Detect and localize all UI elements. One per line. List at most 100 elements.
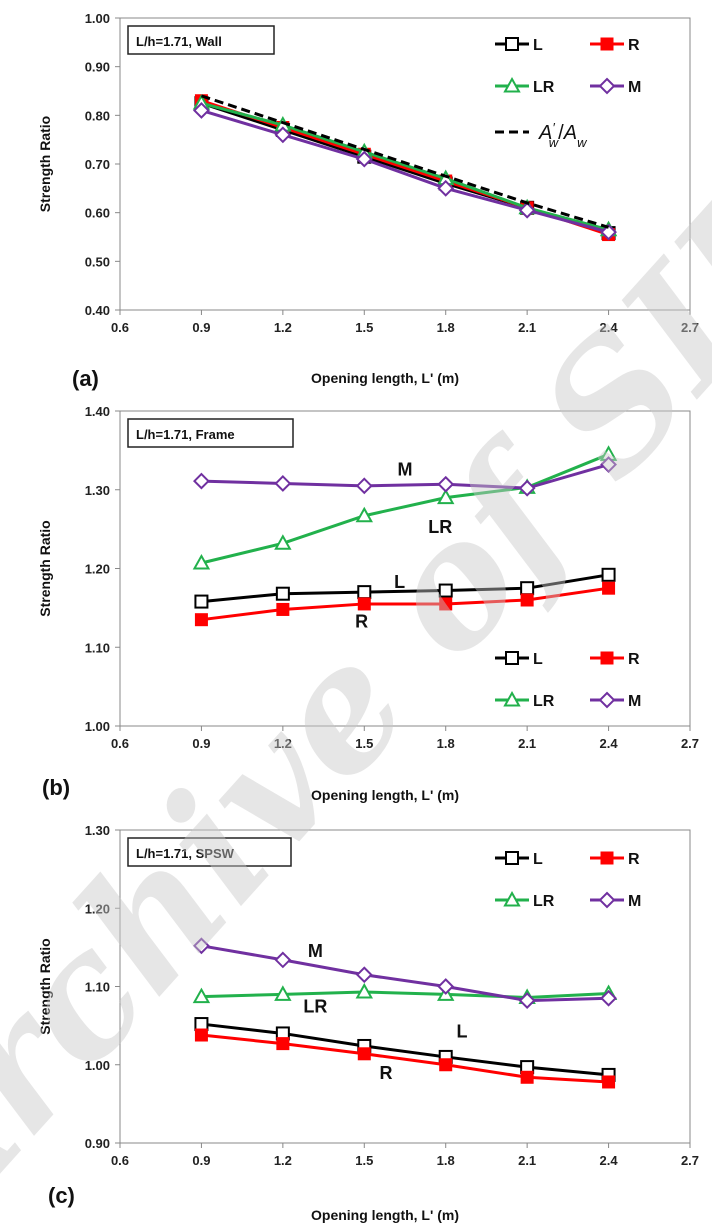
- x-tick-label: 0.9: [192, 736, 210, 751]
- data-point-m: [518, 992, 536, 1009]
- legend-marker-r: [600, 37, 614, 51]
- condition-box: [127, 25, 275, 55]
- data-point-m: [355, 966, 373, 984]
- y-tick-label: 1.20: [85, 901, 110, 916]
- x-axis-label: Opening length, L' (m): [311, 370, 459, 386]
- x-tick-label: 0.9: [192, 320, 210, 335]
- x-tick-label: 1.5: [355, 1153, 373, 1168]
- data-point-m: [518, 479, 536, 497]
- legend-label-area-ratio: A′ w/Aw: [538, 120, 588, 150]
- series-annotation: LR: [428, 517, 452, 537]
- series-annotation: L: [457, 1021, 468, 1041]
- x-tick-label: 2.7: [681, 320, 699, 335]
- x-tick-label: 1.8: [437, 736, 455, 751]
- data-point-r: [357, 1047, 371, 1061]
- data-point-m: [355, 150, 373, 168]
- legend-label-r: R: [628, 651, 640, 668]
- y-tick-label: 1.20: [85, 562, 110, 577]
- data-point-r: [276, 602, 290, 616]
- legend-label-m: M: [628, 693, 641, 710]
- data-point-m: [355, 477, 373, 495]
- legend-label-l: L: [533, 651, 543, 668]
- condition-label: L/h=1.71, SPSW: [136, 846, 235, 861]
- x-tick-label: 2.1: [518, 1153, 536, 1168]
- legend-marker-lr: [503, 690, 521, 707]
- data-point-r: [276, 1037, 290, 1051]
- y-axis-label: Strength Ratio: [37, 938, 53, 1034]
- series-line-lr: [201, 452, 610, 565]
- x-tick-label: 2.7: [681, 1153, 699, 1168]
- data-point-r: [439, 1058, 453, 1072]
- series-line-m: [201, 944, 609, 1003]
- data-point-r: [520, 1070, 534, 1084]
- y-tick-label: 1.00: [85, 719, 110, 734]
- series-line-m: [201, 463, 609, 490]
- data-point-l: [438, 583, 453, 598]
- y-tick-label: 1.30: [85, 483, 110, 498]
- legend-label-m: M: [628, 893, 641, 910]
- panel-letter: (a): [72, 366, 99, 391]
- series-line-r: [201, 586, 609, 622]
- data-point-l: [275, 586, 290, 601]
- y-tick-label: 1.30: [85, 823, 110, 838]
- data-point-m: [518, 201, 536, 219]
- y-tick-label: 0.90: [85, 1136, 110, 1151]
- series-annotation: R: [355, 612, 368, 632]
- x-axis-label: Opening length, L' (m): [311, 1207, 459, 1223]
- condition-box: [127, 837, 292, 867]
- data-point-l: [601, 567, 616, 582]
- legend-label-lr: LR: [533, 693, 555, 710]
- data-point-r: [602, 1075, 616, 1089]
- data-point-lr: [192, 987, 211, 1004]
- legend-label-lr: LR: [533, 79, 555, 96]
- data-point-lr: [355, 982, 373, 999]
- watermark: Archive of SID: [0, 124, 712, 1231]
- data-point-m: [437, 475, 455, 493]
- y-tick-label: 0.50: [85, 254, 110, 269]
- legend-label-m: M: [628, 79, 641, 96]
- legend-label-l: L: [533, 851, 543, 868]
- x-tick-label: 2.1: [518, 320, 536, 335]
- x-tick-label: 2.4: [600, 1153, 619, 1168]
- data-point-lr: [437, 488, 455, 505]
- panels: 0.6 0.9 1.2 1.5 1.8 2.1 2.4 2.7 0.40 0.50 0.60 0.70…: [37, 11, 699, 1223]
- x-tick-label: 1.8: [437, 320, 455, 335]
- data-point-r: [357, 597, 371, 611]
- data-point-m: [193, 472, 210, 490]
- data-point-lr: [192, 553, 211, 570]
- legend-marker-l: [505, 651, 519, 665]
- x-tick-label: 0.9: [192, 1153, 210, 1168]
- panel-letter: (b): [42, 775, 70, 800]
- legend-marker-r: [600, 851, 614, 865]
- legend-label-r: R: [628, 37, 640, 54]
- chart-panel-2: 0.6 0.9 1.2 1.5 1.8 2.1 2.4 2.7 1.00 1.10 1.20 1.30…: [37, 404, 699, 803]
- y-tick-label: 0.70: [85, 157, 110, 172]
- data-point-r: [520, 593, 534, 607]
- x-tick-label: 1.5: [355, 736, 373, 751]
- series-annotation: M: [398, 460, 413, 480]
- x-tick-label: 1.2: [274, 1153, 292, 1168]
- y-tick-label: 0.80: [85, 108, 110, 123]
- legend-marker-m: [598, 891, 616, 909]
- x-tick-label: 2.7: [681, 736, 699, 751]
- legend-marker-l: [505, 37, 519, 51]
- data-point-r: [194, 1028, 208, 1042]
- data-point-l: [194, 1017, 209, 1032]
- series-line-m: [200, 109, 609, 234]
- x-tick-label: 0.6: [111, 736, 129, 751]
- legend-marker-m: [598, 77, 616, 95]
- data-point-m: [600, 223, 617, 241]
- x-tick-label: 2.4: [600, 320, 619, 335]
- y-tick-label: 1.10: [85, 980, 110, 995]
- series-line-l: [201, 1022, 609, 1077]
- data-point-lr: [355, 506, 373, 523]
- x-axis-label: Opening length, L' (m): [311, 787, 459, 803]
- chart-panel-3: 0.6 0.9 1.2 1.5 1.8 2.1 2.4 2.7 0.90 1.00 1.10 1.20…: [37, 823, 699, 1223]
- y-axis-label: Strength Ratio: [37, 520, 53, 616]
- y-tick-label: 0.40: [85, 303, 110, 318]
- legend-marker-r: [600, 651, 614, 665]
- y-tick-label: 1.00: [85, 11, 110, 26]
- legend-marker-lr: [503, 76, 521, 93]
- series-annotation: R: [380, 1063, 393, 1083]
